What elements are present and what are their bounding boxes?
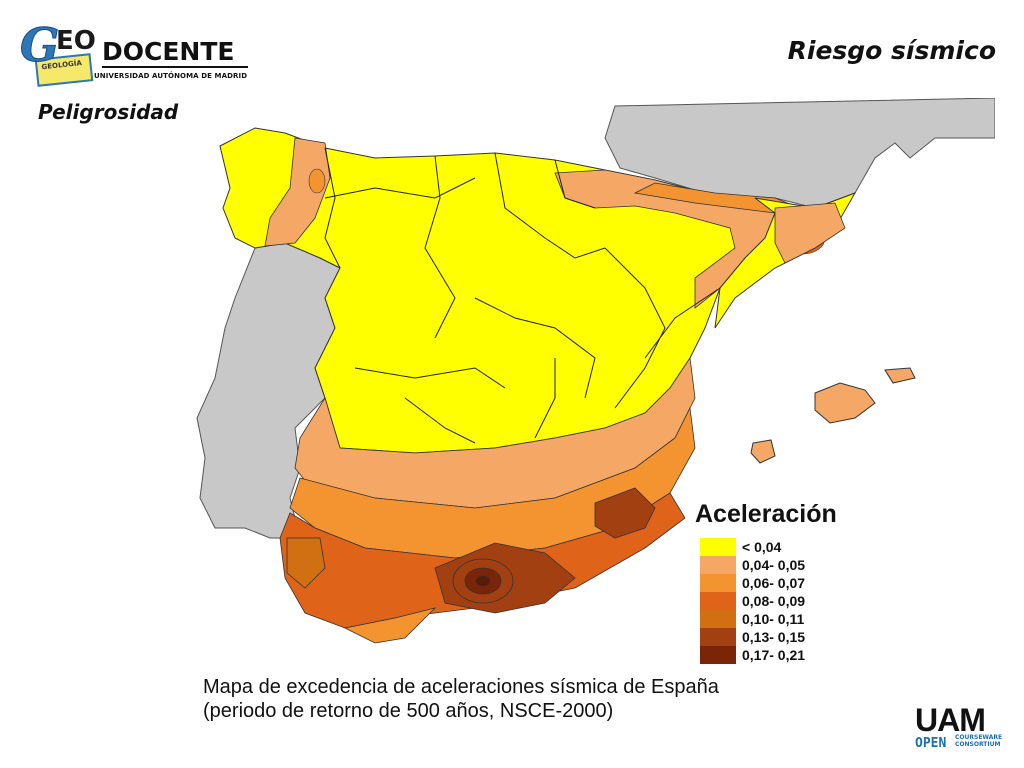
mallorca-island	[814, 382, 876, 424]
logo-eo-text: EO	[56, 26, 96, 56]
page-title: Riesgo sísmico	[787, 36, 996, 65]
legend-swatch	[700, 592, 736, 610]
page-subtitle: Peligrosidad	[38, 100, 179, 124]
logo-university-text: UNIVERSIDAD AUTÓNOMA DE MADRID	[94, 72, 248, 80]
logo-rule	[102, 66, 248, 68]
uam-logo-text: UAM	[915, 702, 986, 738]
legend-swatch	[700, 556, 736, 574]
legend-label: 0,06- 0,07	[742, 575, 806, 591]
caption-line-1: Mapa de excedencia de aceleraciones sísm…	[203, 676, 719, 698]
legend-item: 0,10- 0,11	[700, 610, 805, 628]
legend-swatch	[700, 610, 736, 628]
region-borders	[324, 147, 721, 444]
legend-label: 0,13- 0,15	[742, 629, 806, 645]
legend-label: < 0,04	[742, 539, 782, 555]
uam-consortium-text: COURSEWARE CONSORTIUM	[955, 734, 1003, 748]
legend-label: 0,08- 0,09	[742, 593, 806, 609]
cadiz-coast-zone	[343, 607, 437, 644]
ibiza-island	[750, 439, 776, 464]
catalonia-hazard-zone	[774, 202, 846, 264]
legend-item: 0,04- 0,05	[700, 556, 805, 574]
logo-docente-text: DOCENTE	[102, 37, 235, 66]
legend-item: 0,08- 0,09	[700, 592, 805, 610]
galicia-hazard-core	[308, 168, 326, 194]
seismic-hazard-map	[196, 98, 995, 644]
legend-item: 0,13- 0,15	[700, 628, 805, 646]
caption-line-2: (periodo de retorno de 500 años, NSCE-20…	[203, 700, 614, 722]
menorca-island	[884, 367, 916, 384]
uam-ocw-logo: UAM OPEN COURSEWARE CONSORTIUM	[915, 702, 1005, 754]
legend-item: < 0,04	[700, 538, 805, 556]
logo-g-letter: G	[19, 18, 60, 73]
huelva-hazard-zone	[286, 537, 326, 589]
legend-label: 0,04- 0,05	[742, 557, 806, 573]
legend-swatch	[700, 628, 736, 646]
legend-item: 0,17- 0,21	[700, 646, 805, 664]
map-caption: Mapa de excedencia de aceleraciones sísm…	[203, 675, 719, 723]
murcia-hazard-zone	[594, 487, 656, 539]
legend-swatch	[700, 538, 736, 556]
geodocente-logo: GEOLOGÍA G EO DOCENTE UNIVERSIDAD AUTÓNO…	[16, 16, 251, 87]
granada-hazard-peak	[475, 575, 491, 587]
uam-open-text: OPEN	[915, 736, 947, 751]
legend-swatch	[700, 574, 736, 592]
legend-item: 0,06- 0,07	[700, 574, 805, 592]
legend-title: Aceleración	[695, 500, 837, 528]
legend-label: 0,17- 0,21	[742, 647, 806, 663]
legend-swatch	[700, 646, 736, 664]
legend-label: 0,10- 0,11	[742, 611, 805, 627]
legend: < 0,04 0,04- 0,05 0,06- 0,07 0,08- 0,09 …	[700, 538, 805, 664]
france-landmass	[604, 98, 995, 209]
